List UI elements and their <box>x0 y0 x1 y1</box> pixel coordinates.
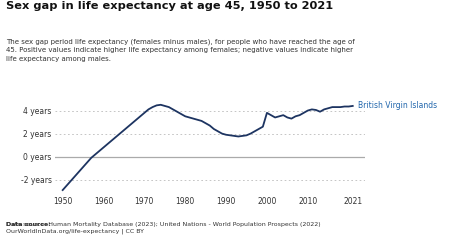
Text: British Virgin Islands: British Virgin Islands <box>357 101 437 110</box>
Text: Our World
in Data: Our World in Data <box>405 11 446 25</box>
Text: Sex gap in life expectancy at age 45, 1950 to 2021: Sex gap in life expectancy at age 45, 19… <box>6 1 333 11</box>
Text: Data source:: Data source: <box>6 222 51 227</box>
Text: Data source: Human Mortality Database (2023); United Nations - World Population : Data source: Human Mortality Database (2… <box>6 222 321 234</box>
Text: The sex gap period life expectancy (females minus males), for people who have re: The sex gap period life expectancy (fema… <box>6 38 355 62</box>
